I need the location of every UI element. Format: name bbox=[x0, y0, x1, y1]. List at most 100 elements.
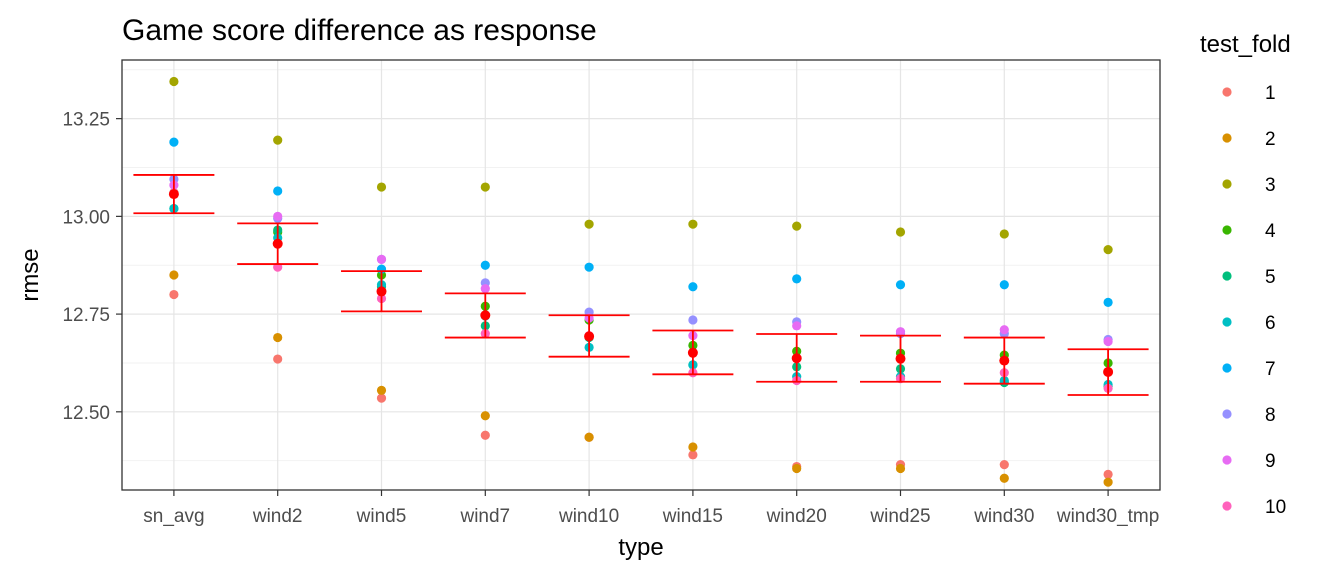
y-tick-label: 13.00 bbox=[62, 207, 110, 228]
y-axis-label: rmse bbox=[17, 248, 44, 301]
legend-title: test_fold bbox=[1200, 31, 1291, 58]
x-tick-label: wind30 bbox=[973, 506, 1034, 527]
data-point bbox=[1103, 469, 1113, 479]
y-tick-label: 12.75 bbox=[62, 305, 110, 326]
data-point bbox=[273, 135, 283, 145]
data-point bbox=[792, 321, 802, 331]
x-tick-label: wind10 bbox=[558, 506, 619, 527]
data-point bbox=[999, 280, 1009, 290]
data-point bbox=[688, 315, 698, 325]
x-tick-label: wind20 bbox=[766, 506, 827, 527]
mean-point bbox=[376, 286, 387, 297]
data-point bbox=[584, 262, 594, 272]
x-tick-label: sn_avg bbox=[143, 506, 204, 527]
legend-key bbox=[1222, 363, 1232, 373]
data-point bbox=[480, 284, 490, 294]
legend-label: 7 bbox=[1265, 359, 1276, 380]
x-tick-label: wind7 bbox=[459, 506, 510, 527]
mean-point bbox=[895, 353, 906, 364]
x-axis-label: type bbox=[618, 534, 663, 561]
legend-key bbox=[1222, 133, 1232, 143]
data-point bbox=[376, 254, 387, 264]
data-point bbox=[1103, 297, 1113, 307]
data-point bbox=[688, 282, 698, 292]
data-point bbox=[999, 459, 1009, 470]
x-axis: sn_avg wind2 wind5 wind7 wind10 wind15 wind20 w… bbox=[143, 490, 1159, 527]
x-tick-label: wind30_tmp bbox=[1056, 506, 1159, 527]
data-point bbox=[688, 450, 698, 460]
data-point bbox=[480, 260, 490, 270]
plot-panel bbox=[122, 60, 1160, 490]
data-point bbox=[895, 280, 906, 290]
legend-label: 5 bbox=[1265, 267, 1276, 288]
data-point bbox=[688, 219, 698, 229]
legend-label: 4 bbox=[1265, 221, 1276, 242]
legend-label: 9 bbox=[1265, 451, 1276, 472]
grid-minor bbox=[122, 69, 1160, 462]
chart-title: Game score difference as response bbox=[122, 14, 597, 47]
summary-error-bars bbox=[133, 174, 1149, 396]
data-point bbox=[169, 76, 179, 87]
legend-label: 2 bbox=[1265, 129, 1276, 150]
legend-key bbox=[1222, 271, 1232, 281]
data-point bbox=[895, 463, 906, 474]
legend-label: 10 bbox=[1265, 497, 1286, 518]
data-point bbox=[480, 182, 490, 192]
x-tick-label: wind5 bbox=[356, 506, 407, 527]
data-point bbox=[273, 186, 283, 196]
data-point bbox=[584, 219, 594, 229]
mean-point bbox=[584, 331, 595, 342]
legend-label: 8 bbox=[1265, 405, 1276, 426]
y-tick-label: 12.50 bbox=[62, 403, 110, 424]
data-point bbox=[895, 327, 906, 337]
data-point bbox=[1103, 477, 1113, 487]
legend-key bbox=[1222, 225, 1232, 235]
legend-key bbox=[1222, 317, 1232, 327]
y-tick-label: 13.25 bbox=[62, 110, 110, 131]
data-point bbox=[376, 385, 387, 395]
legend-label: 1 bbox=[1265, 83, 1276, 104]
data-point bbox=[584, 432, 594, 442]
data-point bbox=[792, 463, 802, 474]
data-point bbox=[895, 227, 906, 237]
mean-point bbox=[1103, 366, 1114, 377]
y-axis: 12.50 12.75 13.00 13.25 bbox=[62, 110, 122, 424]
data-point bbox=[999, 229, 1009, 239]
data-point bbox=[480, 411, 490, 421]
data-point bbox=[273, 332, 283, 343]
plot-border bbox=[121, 59, 1161, 491]
data-point bbox=[688, 442, 698, 452]
legend-items: 1 2 3 4 5 6 7 8 9 10 bbox=[1222, 83, 1286, 518]
data-point bbox=[1103, 336, 1113, 347]
legend-key bbox=[1222, 87, 1232, 97]
legend: test_fold 1 2 3 4 5 6 7 8 9 10 bbox=[1200, 31, 1291, 518]
data-point bbox=[273, 354, 283, 364]
data-point bbox=[792, 221, 802, 231]
x-tick-label: wind15 bbox=[662, 506, 723, 527]
data-point bbox=[999, 325, 1009, 335]
mean-point bbox=[168, 189, 179, 200]
data-point bbox=[376, 393, 387, 403]
legend-key bbox=[1222, 501, 1232, 511]
mean-point bbox=[272, 238, 283, 249]
plot-area bbox=[121, 59, 1161, 491]
legend-label: 6 bbox=[1265, 313, 1276, 334]
data-point bbox=[480, 430, 490, 440]
data-point bbox=[1103, 244, 1113, 255]
data-point bbox=[792, 274, 802, 284]
data-point bbox=[169, 270, 179, 280]
mean-point bbox=[999, 355, 1010, 366]
data-point bbox=[273, 211, 283, 221]
mean-point bbox=[687, 347, 698, 358]
data-point bbox=[376, 182, 387, 192]
x-tick-label: wind25 bbox=[869, 506, 930, 527]
mean-point bbox=[480, 310, 491, 321]
x-tick-label: wind2 bbox=[252, 506, 303, 527]
data-point bbox=[169, 289, 179, 300]
data-point bbox=[999, 473, 1009, 483]
legend-key bbox=[1222, 455, 1232, 465]
mean-point bbox=[791, 353, 802, 364]
legend-label: 3 bbox=[1265, 175, 1276, 196]
data-point bbox=[169, 137, 179, 147]
